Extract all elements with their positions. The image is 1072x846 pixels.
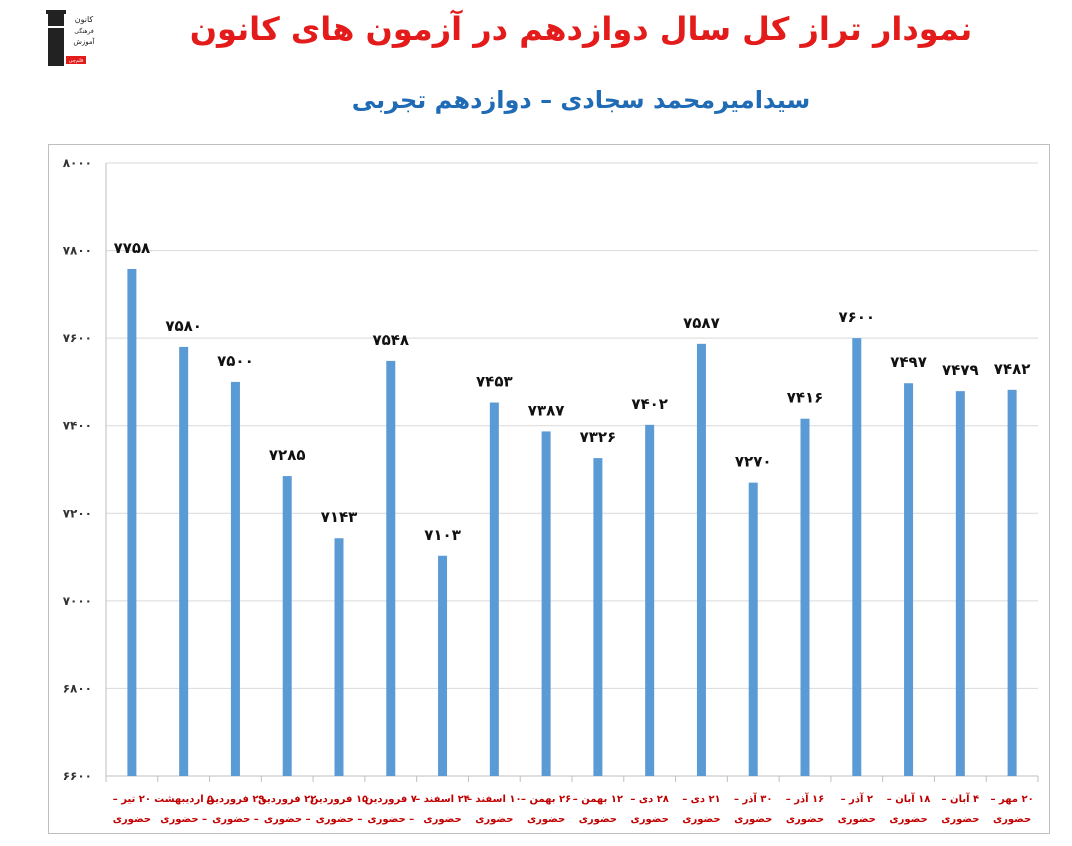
data-label: ۷۴۷۹ <box>942 361 979 379</box>
y-tick-label: ۶۶۰۰ <box>63 769 92 783</box>
logo-line-4: قلم‌چی <box>69 58 84 64</box>
x-category-label: ۲۰ مهر – <box>991 794 1034 805</box>
logo-line-3: آموزش <box>73 37 95 46</box>
kanoon-logo: کانون فرهنگی آموزش قلم‌چی <box>44 8 104 72</box>
bar <box>800 418 810 776</box>
logo-figure-body <box>48 28 64 66</box>
chart-frame <box>48 144 1050 834</box>
x-category-label: ۲۴ اسفند – <box>415 794 470 805</box>
chart-title: نمودار تراز کل سال دوازدهم در آزمون های … <box>189 10 973 48</box>
x-category-label: ۴ آبان – <box>942 792 980 805</box>
y-tick-label: ۷۶۰۰ <box>63 331 92 345</box>
bar <box>696 343 706 776</box>
data-label: ۷۱۰۳ <box>424 526 461 544</box>
y-tick-label: ۸۰۰۰ <box>63 156 92 170</box>
logo-figure-cap <box>46 10 66 14</box>
bar <box>541 431 551 776</box>
x-category-label: حضوری <box>113 814 151 825</box>
x-category-label: حضوری <box>527 814 565 825</box>
data-label: ۷۱۴۳ <box>321 508 358 526</box>
x-category-label: حضوری <box>786 814 824 825</box>
bar <box>282 476 292 776</box>
x-category-label: ۲۲ فروردین <box>258 794 316 805</box>
x-category-label: حضوری <box>579 814 617 825</box>
bar <box>230 381 240 776</box>
data-label: ۷۵۴۸ <box>372 331 409 349</box>
data-label: ۷۲۸۵ <box>269 446 306 464</box>
x-category-label: حضوری <box>631 814 669 825</box>
bar <box>593 458 603 776</box>
bar <box>1007 389 1017 776</box>
student-subtitle: سیدامیرمحمد سجادی – دوازدهم تجربی <box>351 86 811 114</box>
data-label: ۷۵۸۰ <box>165 317 202 335</box>
data-label: ۷۴۵۳ <box>476 373 513 391</box>
x-category-label: ۲۶ بهمن – <box>521 794 571 805</box>
x-category-label: – حضوری <box>316 814 363 825</box>
x-category-label: حضوری <box>993 814 1031 825</box>
y-tick-label: ۷۴۰۰ <box>63 419 92 433</box>
bar <box>645 424 655 776</box>
y-tick-label: ۶۸۰۰ <box>63 681 92 695</box>
bar <box>334 538 344 776</box>
data-label: ۷۴۱۶ <box>787 389 824 407</box>
bar <box>748 482 758 776</box>
x-category-label: حضوری <box>941 814 979 825</box>
data-label: ۷۳۲۶ <box>580 428 617 446</box>
logo-figure-head <box>48 14 64 26</box>
bar <box>127 268 137 776</box>
x-category-label: ۱۵ فروردین <box>310 794 368 805</box>
x-category-label: ۲۹ فروردین <box>206 794 264 805</box>
x-category-label: ۳۰ آذر – <box>734 792 773 805</box>
x-category-label: ۲۰ تیر – <box>113 794 151 805</box>
x-category-label: ۲۱ دی – <box>682 794 720 805</box>
logo-red-strip <box>66 56 86 64</box>
data-label: ۷۴۹۷ <box>890 353 927 371</box>
data-label: ۷۴۰۲ <box>631 395 668 413</box>
logo-line-1: کانون <box>75 15 94 24</box>
x-category-label: حضوری <box>889 814 927 825</box>
x-category-label: ۱۰ اسفند – <box>467 794 522 805</box>
x-category-label: ۲۸ دی – <box>630 794 668 805</box>
x-category-label: – حضوری <box>160 814 207 825</box>
x-category-label: – حضوری <box>212 814 259 825</box>
x-category-label: ۷ فروردین <box>365 794 417 805</box>
data-label: ۷۶۰۰ <box>838 308 875 326</box>
x-category-label: ۵ اردیبهشت <box>154 794 213 805</box>
x-category-label: – حضوری <box>367 814 414 825</box>
y-tick-label: ۷۲۰۰ <box>63 506 92 520</box>
data-label: ۷۵۰۰ <box>217 352 254 370</box>
x-category-label: حضوری <box>838 814 876 825</box>
x-category-label: حضوری <box>423 814 461 825</box>
y-tick-label: ۷۸۰۰ <box>63 244 92 258</box>
data-label: ۷۷۵۸ <box>114 239 151 257</box>
bar <box>489 402 499 776</box>
x-category-label: ۲ آذر – <box>841 792 873 805</box>
data-label: ۷۵۸۷ <box>683 314 720 332</box>
x-category-label: ۱۶ آذر – <box>786 792 825 805</box>
logo-line-2: فرهنگی <box>74 27 94 35</box>
x-category-label: ۱۸ آبان – <box>887 792 931 805</box>
data-label: ۷۲۷۰ <box>735 453 772 471</box>
bar <box>904 383 914 776</box>
x-category-label: حضوری <box>734 814 772 825</box>
x-category-label: حضوری <box>682 814 720 825</box>
bar <box>955 391 965 776</box>
x-category-label: حضوری <box>475 814 513 825</box>
x-category-label: ۱۲ بهمن – <box>573 794 623 805</box>
bar <box>438 555 448 776</box>
bar <box>852 338 862 776</box>
bar <box>179 346 189 776</box>
data-label: ۷۴۸۲ <box>994 360 1031 378</box>
bar <box>386 360 396 776</box>
y-tick-label: ۷۰۰۰ <box>63 594 92 608</box>
data-label: ۷۳۸۷ <box>528 401 565 419</box>
x-category-label: – حضوری <box>264 814 311 825</box>
